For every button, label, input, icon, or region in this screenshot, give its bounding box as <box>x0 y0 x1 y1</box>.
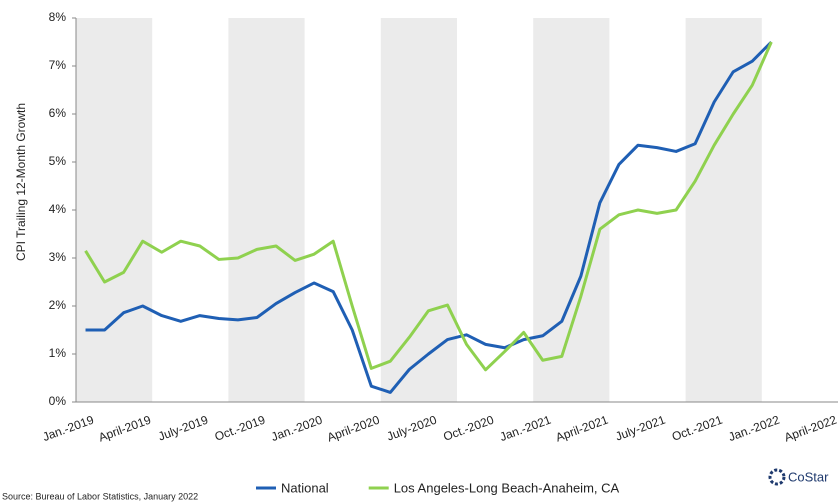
x-tick-label: Jan.-2019 <box>41 413 96 445</box>
y-tick-label: 7% <box>49 58 67 72</box>
y-tick-label: 1% <box>49 346 67 360</box>
y-tick-label: 8% <box>49 10 67 24</box>
y-tick-label: 3% <box>49 250 67 264</box>
y-tick-label: 6% <box>49 106 67 120</box>
shade-band <box>76 18 153 402</box>
legend-label: Los Angeles-Long Beach-Anaheim, CA <box>394 480 620 495</box>
shade-band <box>685 18 762 402</box>
x-tick-label: Jan.-2021 <box>498 413 553 445</box>
source-note: Source: Bureau of Labor Statistics, Janu… <box>2 491 198 501</box>
y-tick-label: 5% <box>49 154 67 168</box>
y-axis-label: CPI Trailing 12-Month Growth <box>14 103 28 261</box>
shade-band <box>228 18 305 402</box>
series-line <box>85 40 773 394</box>
y-tick-label: 0% <box>49 394 67 408</box>
x-tick-label: Jan.-2020 <box>269 413 324 445</box>
x-tick-label: Oct.-2020 <box>441 413 496 444</box>
x-tick-label: April-2019 <box>97 413 153 445</box>
x-tick-label: July-2019 <box>156 413 210 444</box>
brand-name: CoStar <box>788 469 829 484</box>
x-tick-label: Oct.-2021 <box>670 413 725 444</box>
x-tick-label: April-2020 <box>325 413 381 445</box>
shade-band <box>380 18 457 402</box>
series-line <box>84 41 773 372</box>
x-tick-label: Oct.-2019 <box>213 413 268 444</box>
brand-logo: CoStar <box>768 468 829 486</box>
y-tick-label: 2% <box>49 298 67 312</box>
x-tick-label: July-2020 <box>385 413 439 444</box>
logo-icon <box>768 468 786 486</box>
x-tick-label: Jan.-2022 <box>726 413 781 445</box>
y-tick-label: 4% <box>49 202 67 216</box>
x-tick-label: April-2022 <box>782 413 838 445</box>
x-tick-label: April-2021 <box>554 413 610 445</box>
legend-label: National <box>281 480 329 495</box>
x-tick-label: July-2021 <box>613 413 667 444</box>
